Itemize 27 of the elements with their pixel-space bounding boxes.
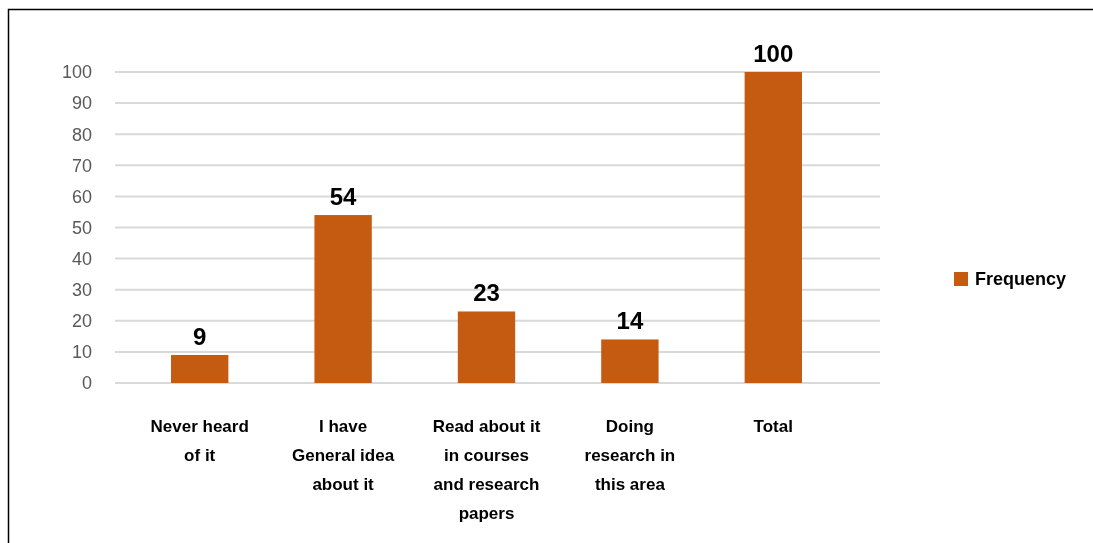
x-tick-label: I have General idea about it (292, 417, 395, 494)
y-tick-label: 80 (71, 124, 92, 145)
data-label: 100 (753, 40, 794, 67)
y-tick-label: 20 (71, 311, 92, 332)
x-tick-label: Total (753, 417, 793, 436)
legend-label: Frequency (975, 269, 1067, 290)
data-label: 54 (329, 183, 358, 211)
data-label: 23 (473, 279, 500, 307)
bar (457, 311, 516, 383)
y-tick-label: 60 (71, 186, 92, 207)
y-tick-label: 10 (71, 342, 92, 363)
bar (314, 215, 372, 383)
data-label: 14 (616, 307, 644, 335)
y-tick-label: 90 (71, 93, 92, 114)
y-tick-label: 30 (71, 280, 92, 300)
x-tick-label: Doing research in this area (584, 417, 676, 494)
y-tick-label: 50 (71, 217, 92, 238)
x-tick-label: Never heard of it (150, 417, 249, 465)
y-tick-label: 40 (71, 248, 92, 269)
data-label: 9 (193, 323, 207, 351)
y-tick-label: 70 (71, 155, 92, 176)
y-tick-label: 0 (81, 373, 92, 394)
bar (171, 355, 229, 383)
x-tick-label: Read about it in courses and research papers (432, 417, 541, 523)
bar (744, 72, 802, 383)
bar (601, 339, 659, 383)
y-tick-label: 100 (61, 62, 92, 83)
